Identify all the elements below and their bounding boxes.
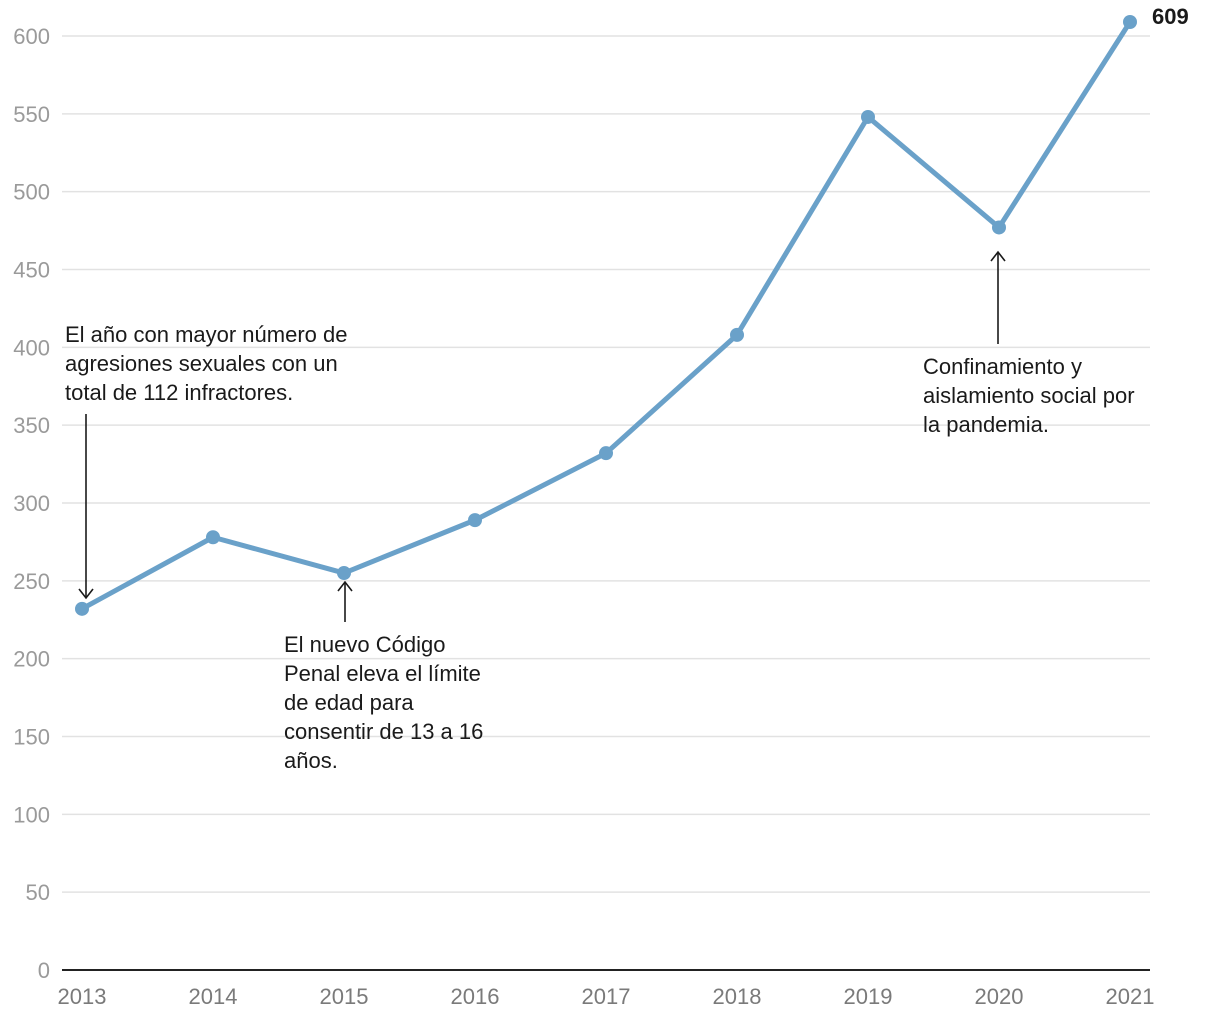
y-tick-label: 350 bbox=[13, 413, 50, 438]
annotation-line: años. bbox=[284, 748, 338, 773]
x-tick-label: 2013 bbox=[58, 984, 107, 1009]
annotation-2013: El año con mayor número de agresiones sex… bbox=[65, 322, 348, 600]
gridlines bbox=[62, 35, 1150, 893]
x-tick-label: 2016 bbox=[451, 984, 500, 1009]
y-axis-ticks: 0 50 100 150 200 250 300 350 400 450 500 550 600 bbox=[13, 24, 50, 983]
x-tick-label: 2014 bbox=[189, 984, 238, 1009]
data-point-2017 bbox=[599, 446, 613, 461]
x-tick-label: 2018 bbox=[713, 984, 762, 1009]
series: 609 bbox=[75, 4, 1189, 616]
x-axis-ticks: 2013 2014 2015 2016 2017 2018 2019 2020 2021 bbox=[58, 984, 1155, 1009]
y-tick-label: 450 bbox=[13, 258, 50, 283]
annotations: El año con mayor número de agresiones sex… bbox=[65, 250, 1135, 773]
y-tick-label: 250 bbox=[13, 569, 50, 594]
annotation-text: El año con mayor número de agresiones sex… bbox=[65, 322, 348, 405]
y-tick-label: 200 bbox=[13, 647, 50, 672]
annotation-2020: Confinamiento y aislamiento social por la … bbox=[923, 250, 1135, 437]
data-point-2013 bbox=[75, 601, 89, 616]
annotation-line: de edad para bbox=[284, 690, 414, 715]
data-point-2021 bbox=[1123, 14, 1137, 29]
annotation-2015: El nuevo Código Penal eleva el límite de e… bbox=[284, 580, 483, 773]
data-point-2014 bbox=[206, 530, 220, 545]
y-tick-label: 300 bbox=[13, 491, 50, 516]
arrow-head bbox=[78, 588, 94, 600]
annotation-text: Confinamiento y aislamiento social por la … bbox=[923, 354, 1135, 437]
annotation-line: El año con mayor número de bbox=[65, 322, 348, 347]
y-tick-label: 150 bbox=[13, 725, 50, 750]
y-tick-label: 0 bbox=[38, 958, 50, 983]
data-point-2020 bbox=[992, 220, 1006, 235]
annotation-line: agresiones sexuales con un bbox=[65, 351, 338, 376]
annotation-line: Penal eleva el límite bbox=[284, 661, 481, 686]
y-tick-label: 400 bbox=[13, 335, 50, 360]
annotation-line: consentir de 13 a 16 bbox=[284, 719, 483, 744]
arrow-head bbox=[990, 250, 1006, 262]
x-tick-label: 2017 bbox=[582, 984, 631, 1009]
y-tick-label: 100 bbox=[13, 802, 50, 827]
arrow-head bbox=[337, 580, 353, 592]
annotation-text: El nuevo Código Penal eleva el límite de e… bbox=[284, 632, 483, 773]
series-line bbox=[79, 19, 1133, 612]
y-tick-label: 550 bbox=[13, 102, 50, 127]
end-value-label: 609 bbox=[1152, 4, 1189, 29]
data-point-2018 bbox=[730, 327, 744, 342]
annotation-line: la pandemia. bbox=[923, 412, 1049, 437]
y-tick-label: 500 bbox=[13, 180, 50, 205]
annotation-line: Confinamiento y bbox=[923, 354, 1082, 379]
x-tick-label: 2015 bbox=[320, 984, 369, 1009]
annotation-line: El nuevo Código bbox=[284, 632, 445, 657]
x-tick-label: 2020 bbox=[975, 984, 1024, 1009]
y-tick-label: 50 bbox=[26, 880, 50, 905]
data-point-2016 bbox=[468, 513, 482, 528]
x-tick-label: 2021 bbox=[1106, 984, 1155, 1009]
y-tick-label: 600 bbox=[13, 24, 50, 49]
annotation-line: aislamiento social por bbox=[923, 383, 1135, 408]
annotation-line: total de 112 infractores. bbox=[65, 380, 293, 405]
x-tick-label: 2019 bbox=[844, 984, 893, 1009]
data-point-2019 bbox=[861, 109, 875, 124]
data-point-2015 bbox=[337, 566, 351, 581]
